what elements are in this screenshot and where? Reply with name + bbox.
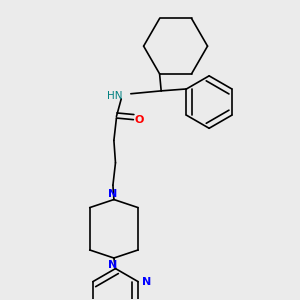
Text: N: N [108, 260, 117, 270]
Text: HN: HN [107, 91, 123, 101]
Text: N: N [108, 189, 117, 199]
Text: N: N [142, 277, 151, 287]
Text: O: O [134, 115, 143, 124]
